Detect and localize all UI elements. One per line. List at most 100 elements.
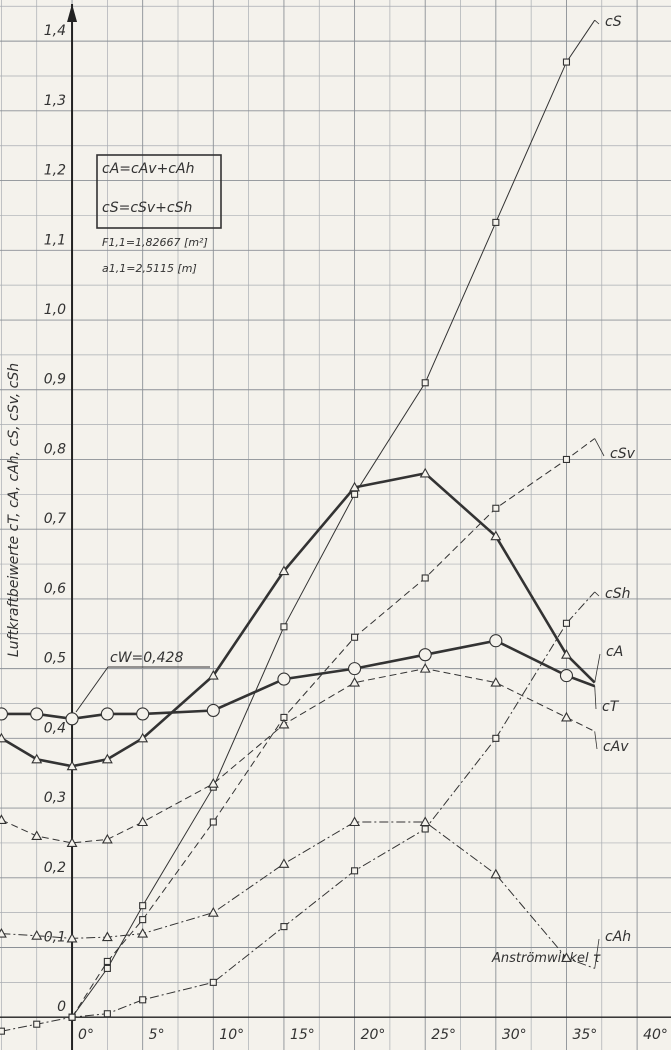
- marker: [561, 711, 572, 722]
- marker: [66, 837, 78, 847]
- series-line: [1, 821, 595, 969]
- marker: [278, 858, 290, 868]
- x-tick-label: 40°: [643, 1027, 668, 1043]
- marker: [418, 648, 432, 662]
- marker: [31, 830, 43, 841]
- marker: [103, 1010, 111, 1018]
- marker: [562, 455, 571, 464]
- marker: [66, 932, 78, 943]
- x-tick-label: 5°: [149, 1027, 165, 1043]
- label-leader: [594, 653, 601, 683]
- series-label: cSh: [605, 586, 630, 602]
- marker: [492, 218, 500, 226]
- label-leader: [594, 938, 600, 969]
- marker: [0, 927, 7, 938]
- marker: [66, 760, 78, 771]
- marker: [419, 816, 431, 827]
- marker: [101, 931, 113, 942]
- marker: [492, 734, 500, 742]
- marker: [209, 818, 217, 826]
- marker: [278, 718, 290, 729]
- marker: [278, 565, 290, 576]
- marker: [277, 672, 291, 686]
- marker: [101, 753, 113, 764]
- marker: [0, 1027, 5, 1035]
- label-leader: [594, 731, 598, 750]
- y-tick-label: 1,4: [44, 23, 66, 39]
- marker: [207, 778, 219, 788]
- annotation: cA=cAv+cAh: [102, 161, 194, 177]
- marker: [490, 868, 502, 879]
- annotation: cS=cSv+cSh: [102, 200, 192, 216]
- marker: [421, 379, 429, 387]
- marker: [349, 816, 361, 827]
- marker: [0, 732, 7, 743]
- marker: [31, 753, 43, 764]
- marker: [209, 978, 217, 986]
- marker: [419, 663, 431, 673]
- label-leader: [594, 438, 605, 457]
- marker: [103, 964, 111, 972]
- marker: [559, 669, 574, 683]
- series-line: [71, 19, 596, 1018]
- x-tick-label: 25°: [431, 1027, 456, 1043]
- y-tick-label: 1,2: [44, 163, 66, 179]
- y-tick-label: 1,1: [44, 232, 66, 248]
- series-label: cS: [605, 14, 622, 30]
- marker: [492, 504, 500, 512]
- marker: [349, 481, 361, 492]
- series-line: [1, 591, 596, 1032]
- annotation: F1,1=1,82667 [m²]: [102, 236, 208, 249]
- x-tick-label: 35°: [572, 1027, 597, 1043]
- marker: [137, 732, 149, 743]
- marker: [207, 669, 219, 680]
- marker: [31, 930, 43, 940]
- y-tick-label: 0,6: [44, 581, 66, 597]
- x-tick-label: 15°: [290, 1027, 315, 1043]
- y-tick-label: 0,9: [44, 372, 66, 388]
- marker: [421, 825, 429, 833]
- marker: [351, 633, 359, 641]
- marker: [100, 707, 114, 721]
- label-leader: [594, 591, 600, 597]
- marker: [348, 662, 362, 676]
- marker: [561, 952, 572, 963]
- series-label: cAv: [603, 739, 629, 755]
- y-tick-label: 0,2: [44, 860, 66, 876]
- marker: [139, 996, 147, 1004]
- marker: [561, 649, 572, 659]
- marker: [139, 902, 147, 910]
- marker: [139, 916, 147, 924]
- y-tick-label: 1,3: [44, 93, 66, 109]
- y-tick-label: 0,4: [44, 720, 66, 736]
- marker: [101, 833, 113, 844]
- y-tick-label: 1,0: [44, 302, 66, 318]
- marker: [65, 712, 79, 726]
- marker: [351, 867, 359, 875]
- y-tick-label: 0: [57, 999, 66, 1015]
- marker: [280, 923, 288, 931]
- marker: [421, 574, 429, 582]
- series-line: [1, 639, 596, 721]
- marker: [68, 1013, 76, 1021]
- marker: [137, 816, 149, 827]
- marker: [419, 467, 431, 478]
- y-tick-label: 0,5: [44, 651, 66, 667]
- marker: [280, 623, 288, 631]
- marker: [490, 530, 502, 541]
- series-label: cSv: [610, 446, 636, 462]
- marker: [206, 703, 220, 718]
- series-line: [1, 668, 595, 844]
- x-tick-label: 10°: [219, 1027, 244, 1043]
- marker: [489, 634, 503, 648]
- annotation: a1,1=2,5115 [m]: [102, 262, 197, 275]
- marker: [0, 707, 8, 721]
- marker: [349, 676, 361, 687]
- y-axis-label: Luftkraftbeiwerte cT, cA, cAh, cS, cSv, …: [6, 363, 22, 657]
- label-leader: [594, 19, 600, 25]
- marker: [562, 58, 571, 66]
- marker: [136, 707, 150, 721]
- y-tick-label: 0,8: [44, 441, 66, 457]
- formula-box: [96, 154, 222, 229]
